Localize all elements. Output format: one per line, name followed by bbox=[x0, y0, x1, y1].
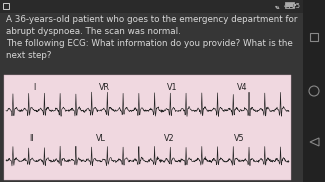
Text: ▾▴: ▾▴ bbox=[275, 4, 281, 9]
Bar bbox=[4, 75, 291, 180]
Text: V2: V2 bbox=[164, 134, 174, 143]
Text: 4:15: 4:15 bbox=[284, 3, 301, 9]
Text: abrupt dyspnoea. The scan was normal.: abrupt dyspnoea. The scan was normal. bbox=[6, 27, 181, 36]
Text: II: II bbox=[29, 134, 33, 143]
Bar bbox=[303, 0, 325, 182]
Text: VL: VL bbox=[96, 134, 106, 143]
Bar bbox=[294, 3, 295, 6]
Bar bbox=[3, 3, 9, 9]
Text: The following ECG: What information do you provide? What is the: The following ECG: What information do y… bbox=[6, 39, 293, 48]
Text: VR: VR bbox=[98, 83, 110, 92]
Text: I: I bbox=[33, 83, 35, 92]
Text: V5: V5 bbox=[234, 134, 244, 143]
Bar bbox=[285, 3, 293, 7]
Text: next step?: next step? bbox=[6, 51, 51, 60]
Bar bbox=[0, 0, 325, 13]
Text: V1: V1 bbox=[167, 83, 177, 92]
Text: A 36-years-old patient who goes to the emergency department for: A 36-years-old patient who goes to the e… bbox=[6, 15, 297, 24]
Bar bbox=[285, 2, 294, 7]
Text: V4: V4 bbox=[237, 83, 247, 92]
Bar bbox=[310, 33, 318, 41]
